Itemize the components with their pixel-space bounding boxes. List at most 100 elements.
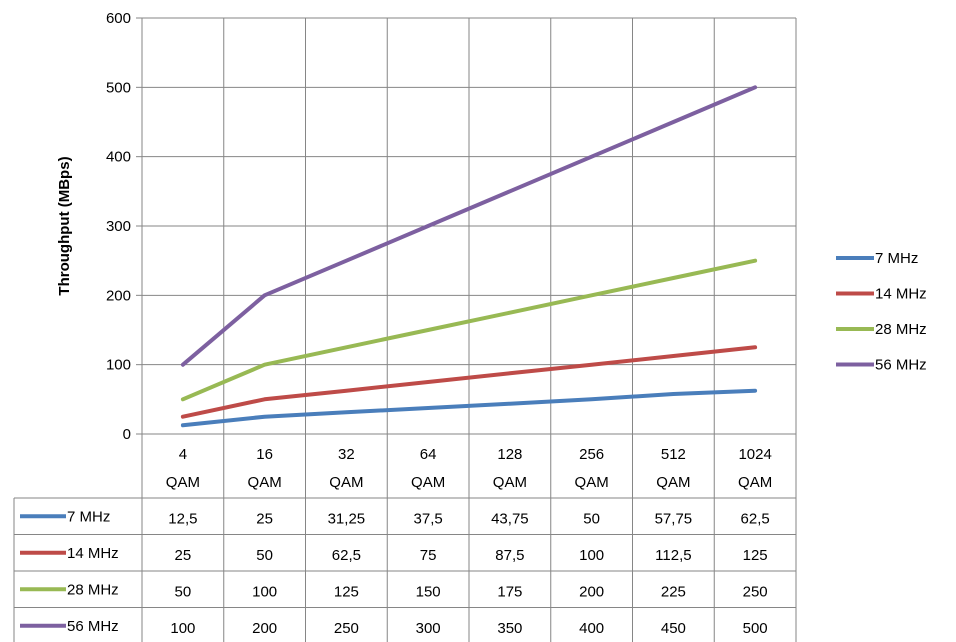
- data-point: [344, 259, 348, 263]
- x-tick-label: 64: [420, 446, 437, 463]
- legend-label: 28 MHz: [875, 321, 927, 338]
- table-cell: 57,75: [655, 510, 693, 527]
- x-tick-label: QAM: [575, 474, 609, 491]
- data-point: [753, 389, 757, 393]
- data-point: [344, 410, 348, 414]
- data-point: [181, 363, 185, 367]
- data-point: [344, 389, 348, 393]
- data-point: [590, 293, 594, 297]
- table-cell: 31,25: [328, 510, 366, 527]
- grid: [136, 17, 797, 498]
- table-cell: 150: [416, 583, 441, 600]
- legend-label: 7 MHz: [875, 250, 918, 267]
- table-cell: 12,5: [168, 510, 197, 527]
- data-point: [508, 371, 512, 375]
- table-cell: 50: [583, 510, 600, 527]
- table-cell: 50: [256, 547, 273, 564]
- table-cell: 25: [256, 510, 273, 527]
- data-point: [426, 328, 430, 332]
- table-series-name: 14 MHz: [67, 545, 119, 562]
- data-point: [508, 189, 512, 193]
- data-point: [263, 363, 267, 367]
- series-line: [180, 388, 758, 428]
- legend-label: 56 MHz: [875, 357, 927, 374]
- data-point: [426, 224, 430, 228]
- table-series-name: 28 MHz: [67, 581, 119, 598]
- data-point: [181, 423, 185, 427]
- data-point: [753, 345, 757, 349]
- data-point: [426, 406, 430, 410]
- table-cell: 200: [252, 620, 277, 637]
- table-cell: 100: [579, 547, 604, 564]
- data-point: [263, 293, 267, 297]
- table-cell: 225: [661, 583, 686, 600]
- x-tick-label: 16: [256, 446, 273, 463]
- y-tick-label: 300: [106, 218, 131, 235]
- legend-label: 14 MHz: [875, 286, 927, 303]
- data-point: [263, 415, 267, 419]
- data-point: [753, 259, 757, 263]
- table-cell: 37,5: [414, 510, 443, 527]
- y-tick-label: 100: [106, 357, 131, 374]
- data-point: [671, 276, 675, 280]
- data-point: [426, 380, 430, 384]
- data-point: [181, 397, 185, 401]
- x-tick-label: 128: [497, 446, 522, 463]
- data-point: [590, 397, 594, 401]
- x-tick-label: 512: [661, 446, 686, 463]
- table-cell: 125: [334, 583, 359, 600]
- x-tick-label: QAM: [248, 474, 282, 491]
- x-tick-label: QAM: [738, 474, 772, 491]
- y-axis-label: Throughput (MBps): [56, 156, 73, 295]
- table-cell: 100: [252, 583, 277, 600]
- y-tick-label: 400: [106, 149, 131, 166]
- table-cell: 62,5: [741, 510, 770, 527]
- table-series-name: 7 MHz: [67, 508, 110, 525]
- x-tick-label: QAM: [411, 474, 445, 491]
- x-tick-label: QAM: [656, 474, 690, 491]
- data-table: 4 QAM 16 QAM 32 QAM 64 QAM 128 QAM 256 QAM 512 QAM 102…: [13, 446, 797, 642]
- x-tick-label: 4: [179, 446, 187, 463]
- x-tick-label: QAM: [493, 474, 527, 491]
- table-cell: 100: [170, 620, 195, 637]
- table-cell: 87,5: [495, 547, 524, 564]
- y-tick-label: 500: [106, 79, 131, 96]
- table-cell: 250: [334, 620, 359, 637]
- table-cell: 400: [579, 620, 604, 637]
- table-cell: 300: [416, 620, 441, 637]
- data-point: [508, 311, 512, 315]
- y-tick-label: 0: [123, 426, 131, 443]
- data-point: [671, 392, 675, 396]
- table-cell: 125: [743, 547, 768, 564]
- x-tick-label: 256: [579, 446, 604, 463]
- series-line: [180, 258, 758, 402]
- table-cell: 25: [175, 547, 192, 564]
- y-tick-label: 200: [106, 287, 131, 304]
- data-point: [671, 354, 675, 358]
- data-point: [590, 363, 594, 367]
- data-point: [753, 85, 757, 89]
- table-cell: 200: [579, 583, 604, 600]
- table-cell: 43,75: [491, 510, 529, 527]
- table-cell: 500: [743, 620, 768, 637]
- series-lines: [180, 85, 758, 428]
- data-point: [263, 397, 267, 401]
- y-tick-label: 600: [106, 10, 131, 27]
- table-cell: 175: [497, 583, 522, 600]
- y-axis: Throughput (MBps) 0 100 200 300 400 500 600: [56, 10, 131, 443]
- table-cell: 75: [420, 547, 437, 564]
- table-cell: 350: [497, 620, 522, 637]
- data-point: [590, 155, 594, 159]
- legend: 7 MHz 14 MHz 28 MHz 56 MHz: [836, 250, 927, 374]
- series-line: [180, 345, 758, 419]
- data-point: [181, 415, 185, 419]
- x-tick-label: QAM: [329, 474, 363, 491]
- table-cell: 450: [661, 620, 686, 637]
- series-line: [180, 85, 758, 367]
- data-point: [508, 402, 512, 406]
- table-cell: 50: [175, 583, 192, 600]
- table-series-name: 56 MHz: [67, 618, 119, 635]
- table-cell: 250: [743, 583, 768, 600]
- data-point: [344, 345, 348, 349]
